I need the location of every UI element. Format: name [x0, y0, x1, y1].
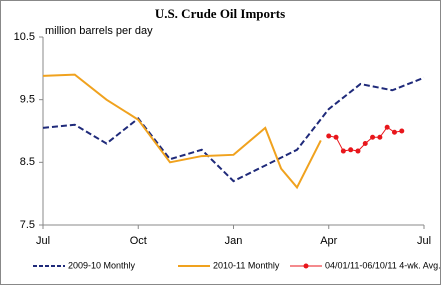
series-line [42, 73, 322, 190]
point [326, 133, 332, 139]
series-line [42, 76, 425, 183]
y-tick-label: 7.5 [20, 219, 35, 231]
chart-title: U.S. Crude Oil Imports [155, 6, 285, 21]
x-tick-label: Jul [417, 235, 431, 247]
point [348, 147, 354, 153]
chart-subtitle: million barrels per day [45, 25, 153, 37]
point [355, 148, 361, 154]
legend-label: 04/01/11-06/10/11 4-wk. Avg. [325, 260, 441, 270]
legend-label: 2009-10 Monthly [68, 260, 136, 270]
point [340, 148, 346, 154]
point [370, 134, 376, 140]
y-tick-label: 9.5 [20, 94, 35, 106]
point [362, 141, 368, 147]
point [399, 128, 405, 134]
point [333, 134, 339, 140]
point [384, 124, 390, 130]
point [377, 134, 383, 140]
x-tick-label: Oct [130, 235, 147, 247]
legend-marker [303, 263, 309, 269]
legend-label: 2010-11 Monthly [213, 260, 280, 270]
x-tick-label: Jul [36, 235, 50, 247]
y-tick-label: 10.5 [14, 31, 35, 43]
point [391, 129, 397, 135]
x-tick-label: Apr [320, 235, 337, 247]
x-tick-label: Jan [225, 235, 243, 247]
y-tick-label: 8.5 [20, 156, 35, 168]
